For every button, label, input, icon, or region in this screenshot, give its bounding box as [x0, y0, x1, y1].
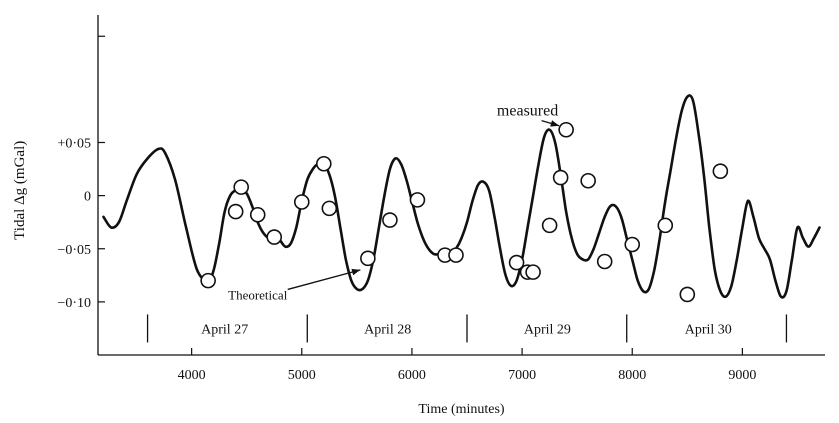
measured-point	[233, 179, 249, 195]
measured-point	[580, 172, 596, 189]
x-tick-label: 6000	[398, 368, 426, 383]
y-tick-label: +0·05	[57, 137, 91, 152]
day-label: April 27	[201, 322, 248, 337]
day-label: April 28	[364, 322, 411, 337]
series-layer	[102, 94, 821, 303]
x-tick-label: 9000	[728, 368, 756, 383]
y-tick-label: −0·05	[57, 243, 91, 258]
measured-point	[508, 254, 525, 271]
x-tick-label: 5000	[288, 368, 316, 383]
x-axis-label: Time (minutes)	[418, 402, 505, 417]
measured-point	[409, 192, 426, 208]
y-tick-label: 0	[84, 190, 91, 205]
measured-point	[249, 206, 266, 223]
measured-point	[360, 250, 376, 267]
measured-point	[624, 236, 641, 253]
measured-point	[293, 194, 310, 210]
ticks: 4000 5000 6000 7000 8000 9000 +0·05 0 −0·05 −0·10	[57, 35, 756, 383]
measured-point	[316, 155, 332, 172]
measured-point	[266, 229, 283, 245]
measured-point	[558, 121, 574, 138]
annotation-theoretical-arrow-line	[287, 269, 361, 291]
measured-point	[712, 163, 729, 179]
measured-point	[525, 264, 541, 280]
measured-point	[552, 169, 569, 186]
day-label: April 29	[524, 322, 571, 337]
measured-point	[541, 217, 558, 234]
annotation-measured-arrow-head	[550, 120, 560, 127]
x-tick-label: 4000	[178, 368, 206, 383]
measured-point	[657, 217, 674, 234]
x-tick-label: 8000	[618, 368, 646, 383]
day-band: April 27 April 28 April 29 April 30	[146, 314, 788, 343]
axes	[97, 15, 825, 356]
measured-point	[448, 247, 464, 263]
theoretical-curve	[102, 94, 821, 299]
y-axis-label: Tidal Δg (mGal)	[12, 141, 28, 240]
day-label: April 30	[685, 322, 732, 337]
x-tick-label: 7000	[508, 368, 536, 383]
annotation-theoretical-label: Theoretical	[228, 287, 288, 302]
measured-point	[596, 253, 613, 270]
measured-point	[227, 203, 244, 220]
measured-point	[200, 272, 216, 289]
annotation-theoretical-arrow-head	[351, 268, 361, 276]
measured-point	[321, 200, 338, 217]
y-tick-label: −0·10	[57, 296, 91, 311]
annotation-measured-label: measured	[497, 103, 558, 120]
annotations: measured Theoretical	[228, 103, 560, 302]
measured-point	[382, 212, 398, 228]
measured-point	[679, 286, 696, 303]
